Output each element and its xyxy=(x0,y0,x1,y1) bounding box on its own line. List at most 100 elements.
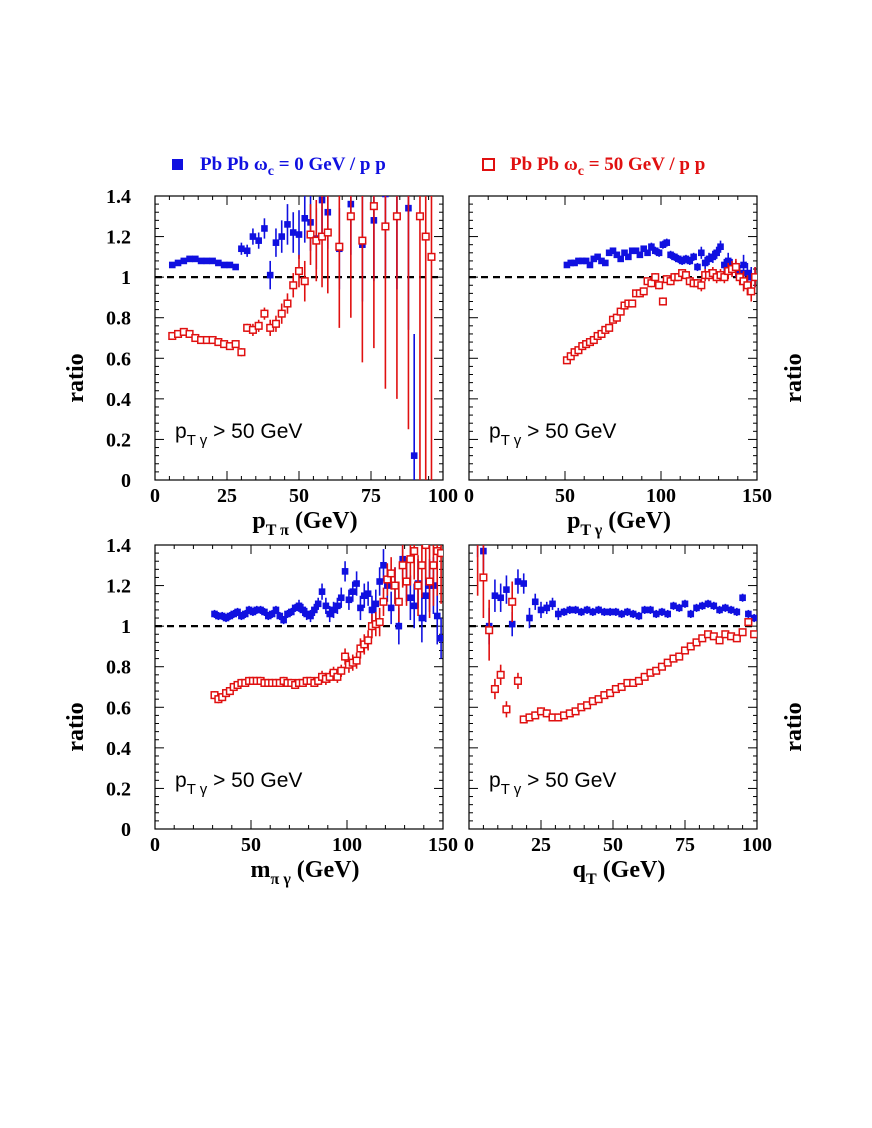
data-point-open xyxy=(387,569,396,578)
data-point-filled xyxy=(174,259,182,267)
data-point-open xyxy=(692,638,701,647)
data-point-filled xyxy=(635,612,643,620)
data-point-filled xyxy=(209,257,216,265)
data-point-open xyxy=(628,299,637,308)
data-point-filled xyxy=(261,608,268,616)
data-point-open xyxy=(751,273,757,282)
data-point-open xyxy=(271,319,281,328)
data-point-open xyxy=(651,273,660,282)
data-point-filled xyxy=(284,221,291,228)
data-point-filled xyxy=(612,608,620,616)
data-point-open xyxy=(750,630,757,639)
x-tick-label: 75 xyxy=(361,485,381,507)
series-pbpb-wc50 xyxy=(476,545,757,724)
data-point-open xyxy=(306,230,315,239)
data-point-open xyxy=(231,340,240,349)
data-point-filled xyxy=(222,614,230,622)
data-point-filled xyxy=(613,251,621,259)
data-point-open xyxy=(731,262,740,272)
data-point-open xyxy=(394,597,403,606)
data-point-filled xyxy=(322,602,330,610)
data-point-filled xyxy=(337,594,345,602)
data-point-filled xyxy=(644,249,651,257)
data-point-filled xyxy=(508,620,516,628)
data-point-open xyxy=(266,323,275,332)
data-point-filled xyxy=(658,608,666,616)
data-point-open xyxy=(640,672,649,681)
data-point-filled xyxy=(226,612,234,620)
data-point-filled xyxy=(609,247,617,255)
series-pbpb-wc50 xyxy=(168,196,436,480)
data-point-open xyxy=(417,561,426,570)
data-point-filled xyxy=(345,596,353,604)
data-point-open xyxy=(513,676,523,685)
x-tick-label: 75 xyxy=(675,834,695,856)
data-point-filled xyxy=(203,257,211,265)
y-tick-label: 0.4 xyxy=(106,738,131,760)
data-point-filled xyxy=(598,257,605,265)
data-point-filled xyxy=(268,610,276,618)
data-point-filled xyxy=(578,608,585,616)
data-point-filled xyxy=(186,255,193,263)
data-point-filled xyxy=(621,249,628,257)
data-point-filled xyxy=(682,255,690,263)
data-point-open xyxy=(709,632,718,641)
legend-label-1: Pb Pb ωc = 50 GeV / p p xyxy=(510,154,705,179)
data-point-open xyxy=(317,232,327,241)
data-point-open xyxy=(479,573,488,582)
data-point-filled xyxy=(674,255,682,263)
data-point-filled xyxy=(330,606,337,614)
x-tick-label: 0 xyxy=(150,485,160,507)
data-point-filled xyxy=(284,610,291,618)
data-point-filled xyxy=(353,580,360,587)
data-point-filled xyxy=(745,610,752,618)
data-point-filled xyxy=(180,257,188,265)
data-point-open xyxy=(237,348,246,357)
data-point-filled xyxy=(601,608,608,616)
data-point-open xyxy=(402,577,411,586)
panel-top-right: 0 50 100 150 pT γ (GeV) ratio pT γ > 50 GeV xyxy=(464,195,807,539)
data-point-filled xyxy=(663,239,671,246)
data-point-filled xyxy=(721,261,728,269)
data-point-filled xyxy=(410,602,418,610)
data-point-filled xyxy=(675,604,683,612)
data-point-open xyxy=(312,236,321,245)
data-point-filled xyxy=(589,608,597,616)
data-point-filled xyxy=(257,606,264,614)
data-point-open xyxy=(680,646,690,655)
data-point-filled xyxy=(698,602,706,610)
data-point-filled xyxy=(701,259,709,267)
x-tick-label: 0 xyxy=(464,834,474,856)
data-point-filled xyxy=(664,610,672,618)
legend-entry-1: Pb Pb ωc = 50 GeV / p p xyxy=(482,154,705,179)
data-point-open xyxy=(744,618,753,627)
series-pbpb-wc50 xyxy=(210,545,443,704)
data-point-filled xyxy=(744,269,751,277)
data-point-filled xyxy=(655,249,663,257)
data-point-filled xyxy=(266,271,274,279)
x-axis-label: mπ γ (GeV) xyxy=(251,857,360,888)
y-tick-label: 0.2 xyxy=(106,429,131,451)
data-point-filled xyxy=(380,561,387,569)
data-point-open xyxy=(698,634,707,643)
data-point-filled xyxy=(549,600,556,608)
data-point-open xyxy=(655,281,664,290)
data-point-filled xyxy=(686,257,694,265)
cut-annotation: pT γ > 50 GeV xyxy=(175,420,302,449)
y-tick-label: 1.4 xyxy=(106,186,131,208)
data-point-filled xyxy=(514,578,522,585)
data-point-open xyxy=(277,309,286,318)
data-point-filled xyxy=(652,610,660,618)
data-point-filled xyxy=(750,614,757,622)
data-point-filled xyxy=(566,606,574,614)
legend-marker-open-square xyxy=(482,158,495,171)
y-tick-label: 0 xyxy=(121,819,131,841)
data-point-open xyxy=(508,597,517,606)
data-point-filled xyxy=(648,243,655,251)
data-point-filled xyxy=(606,608,614,616)
data-point-open xyxy=(341,652,350,661)
data-point-open xyxy=(352,656,361,665)
data-point-open xyxy=(606,689,615,698)
data-point-open xyxy=(583,701,592,710)
